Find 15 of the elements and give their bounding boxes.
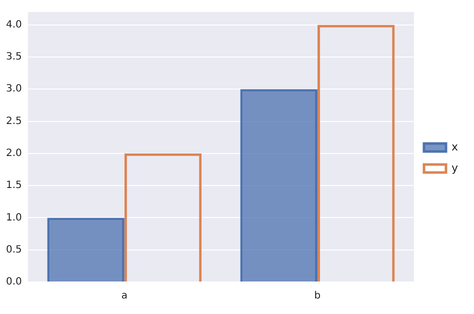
y-tick-label: 0.0 [6, 276, 22, 288]
y-tick-label: 0.5 [6, 244, 22, 256]
y-tick-label: 4.0 [6, 19, 22, 30]
bar [240, 89, 318, 282]
y-tick-label: 1.5 [6, 180, 22, 192]
y-tick-label: 3.5 [6, 52, 22, 63]
y-tick-label: 2.5 [6, 116, 22, 127]
y-tick-label: 1.0 [6, 212, 22, 224]
y-tick-label: 2.0 [6, 148, 22, 160]
x-tick-label: a [121, 290, 128, 302]
y-tick-label: 3.0 [6, 84, 22, 95]
legend-label: y [451, 161, 458, 174]
x-tick-label: b [314, 290, 321, 302]
legend-label: x [451, 140, 458, 154]
bar [47, 218, 124, 282]
